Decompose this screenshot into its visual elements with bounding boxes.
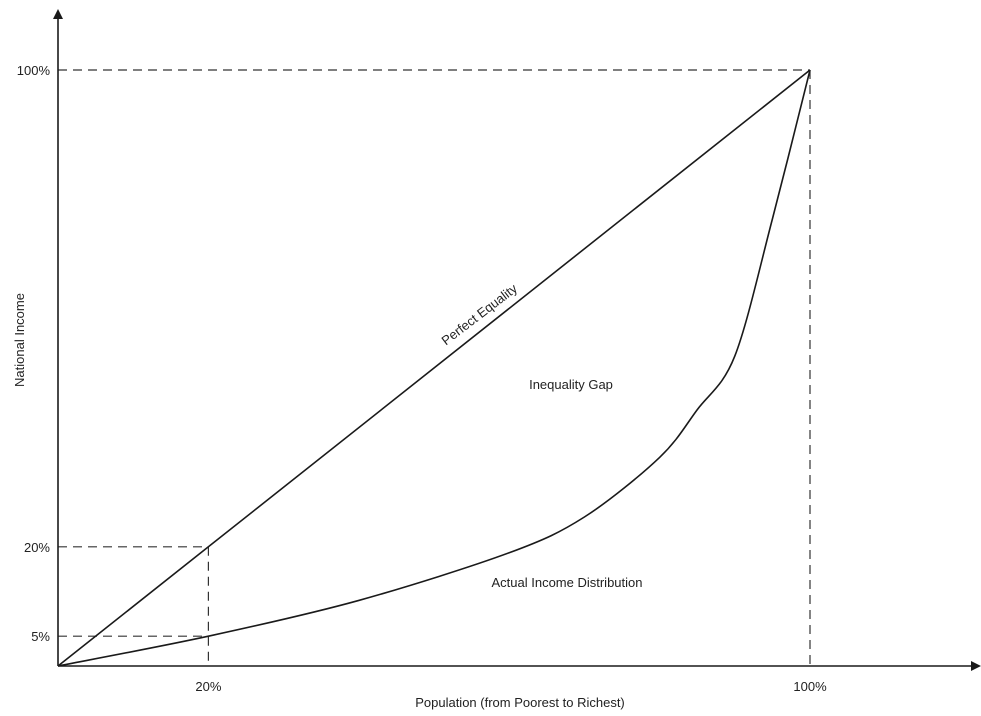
perfect-equality-line [57, 69, 811, 667]
y-tick-label: 5% [31, 629, 50, 644]
y-tick-label: 20% [24, 540, 50, 555]
x-tick-label: 20% [195, 679, 221, 694]
guide-lines [58, 69, 811, 666]
perfect-equality-label: Perfect Equality [439, 280, 521, 348]
actual-income-distribution-label: Actual Income Distribution [491, 575, 642, 590]
tick-labels: 20% 100% 5% 20% 100% [17, 63, 827, 694]
series-lines [57, 69, 811, 667]
actual-income-distribution-line [57, 69, 811, 667]
x-axis-label: Population (from Poorest to Richest) [415, 695, 625, 710]
y-axis-label: National Income [12, 293, 27, 387]
x-tick-label: 100% [793, 679, 827, 694]
y-tick-label: 100% [17, 63, 51, 78]
inequality-gap-label: Inequality Gap [529, 377, 613, 392]
